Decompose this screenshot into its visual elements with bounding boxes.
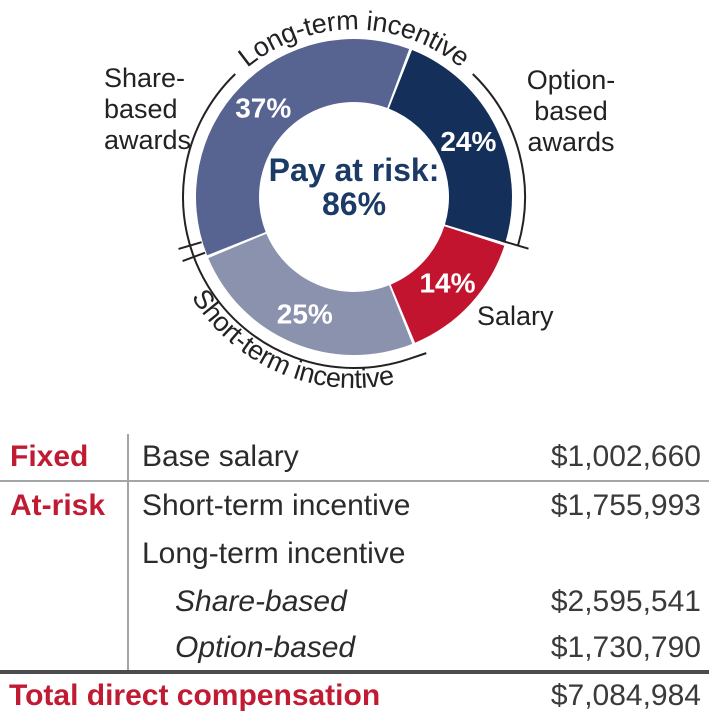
table-row-long-term: Long-term incentive	[0, 530, 709, 578]
bracket-end-tick-right	[500, 239, 529, 250]
row-value: $1,755,993	[550, 489, 701, 522]
table-row-total: Total direct compensation $7,084,984	[0, 674, 709, 715]
donut-chart: 24%14%25%37% Pay at risk: 86% Long-term …	[178, 5, 529, 394]
label-salary: Salary	[477, 301, 554, 331]
row-category	[0, 578, 129, 626]
table-row-short-term: At-risk Short-term incentive $1,755,993	[0, 482, 709, 530]
label-share-based-awards: Share- based awards	[104, 63, 192, 155]
row-category	[0, 530, 129, 578]
row-item: Share-based	[175, 585, 347, 618]
row-value: $2,595,541	[550, 585, 701, 618]
donut-segment-share-based-awards	[195, 38, 410, 256]
row-value: $1,730,790	[550, 631, 701, 664]
row-category: Fixed	[0, 434, 129, 480]
table-row-share-based: Share-based $2,595,541	[0, 578, 709, 626]
row-item: Base salary	[142, 440, 299, 473]
donut-center-value: 86%	[322, 186, 386, 222]
pct-label-option-based-awards: 24%	[440, 126, 496, 157]
long-term-bracket-right	[472, 73, 526, 246]
long-term-bracket-left	[182, 73, 409, 369]
bracket-arcs	[178, 73, 529, 369]
row-item: Option-based	[175, 631, 356, 664]
bracket-break-tick-1	[182, 251, 206, 263]
row-value: $1,002,660	[550, 440, 701, 473]
table-row-option-based: Option-based $1,730,790	[0, 626, 709, 674]
table-row-fixed: Fixed Base salary $1,002,660	[0, 434, 709, 482]
row-item: Short-term incentive	[142, 489, 411, 522]
total-value: $7,084,984	[550, 679, 701, 712]
donut-segments: 24% 14% 25% 37%	[195, 38, 513, 356]
donut-center-label: Pay at risk:	[269, 152, 440, 188]
pct-label-short-term-incentive: 25%	[277, 299, 333, 330]
label-option-based-awards: Option- based awards	[526, 65, 616, 157]
row-category: At-risk	[0, 482, 129, 530]
pct-label-salary: 14%	[419, 267, 475, 298]
donut-segment-short-term-incentive	[208, 233, 413, 356]
total-label: Total direct compensation	[9, 679, 381, 712]
row-item: Long-term incentive	[142, 537, 406, 570]
compensation-table: Fixed Base salary $1,002,660 At-risk Sho…	[0, 434, 709, 715]
bracket-end-tick-bottom	[407, 352, 427, 361]
row-category	[0, 626, 129, 670]
pct-label-share-based-awards: 37%	[235, 93, 291, 124]
bracket-break-tick-2	[178, 241, 202, 250]
donut-segment-option-based-awards	[388, 50, 513, 243]
donut-segment-salary	[390, 226, 505, 343]
